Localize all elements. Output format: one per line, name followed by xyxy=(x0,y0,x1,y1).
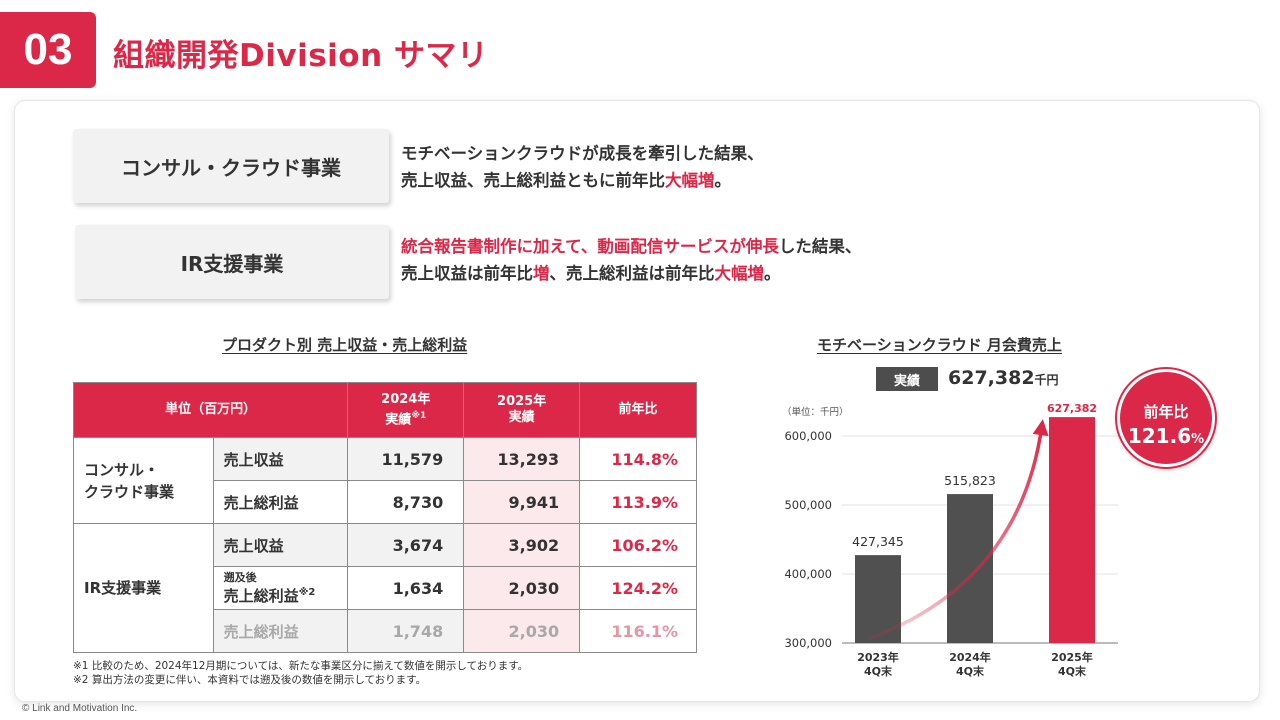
segment-box-ir-support: IR支援事業 xyxy=(75,225,389,299)
yoy-cell: 114.8% xyxy=(579,437,697,481)
data-label: 515,823 xyxy=(944,473,996,488)
segment-cell: コンサル・ クラウド事業 xyxy=(73,437,214,524)
section-number-badge: 03 xyxy=(0,12,96,88)
segment-desc-ir-support: 統合報告書制作に加えて、動画配信サービスが伸長した結果、 売上収益は前年比増、売… xyxy=(401,233,861,287)
segment-desc-consulting-cloud: モチベーションクラウドが成長を牽引した結果、 売上収益、売上総利益ともに前年比大… xyxy=(401,140,764,194)
highlight-text: 大幅増 xyxy=(714,264,765,283)
x-tick-label: 4Q末 xyxy=(864,664,893,678)
y-tick-label: 500,000 xyxy=(784,498,832,512)
data-label: 627,382 xyxy=(1047,402,1097,415)
desc-text: 売上収益、売上総利益ともに前年比 xyxy=(401,171,665,190)
header-2024: 2024年 実績※1 xyxy=(347,382,465,438)
table-row: IR支援事業 売上収益 3,674 3,902 106.2% xyxy=(73,523,697,653)
segment-cell: IR支援事業 xyxy=(73,523,214,653)
yoy-cell: 106.2% xyxy=(579,523,697,567)
y-tick-label: 600,000 xyxy=(784,429,832,443)
y-tick-label: 300,000 xyxy=(784,636,832,650)
data-label: 427,345 xyxy=(852,534,904,549)
table-row: 売上総利益 1,748 2,030 116.1% xyxy=(74,609,697,653)
x-tick-label: 2023年 xyxy=(857,650,899,664)
footnotes: ※1 比較のため、2024年12月期については、新たな事業区分に揃えて数値を開示… xyxy=(73,659,528,687)
value-2025-cell: 2,030 xyxy=(463,609,581,653)
x-tick-label: 2025年 xyxy=(1051,650,1093,664)
metric-cell: 売上収益 xyxy=(212,437,349,481)
bar xyxy=(1049,417,1095,643)
chart-unit-label: （単位：千円） xyxy=(782,406,849,418)
metric-cell: 売上収益 xyxy=(212,523,349,567)
yoy-cell: 113.9% xyxy=(579,480,697,524)
monthly-fee-bar-chart: （単位：千円） 300,000 400,000 500,000 600,000 427,3… xyxy=(782,402,1118,678)
desc-text: した結果、 xyxy=(778,237,862,256)
value-2025-cell: 13,293 xyxy=(463,437,581,481)
footnote: ※2 算出方法の変更に伴い、本資料では遡及後の数値を開示しております。 xyxy=(73,674,427,686)
metric-cell: 売上総利益 xyxy=(212,480,349,524)
x-tick-label: 2024年 xyxy=(949,650,991,664)
actual-value: 627,382千円 xyxy=(948,367,1059,389)
actual-tag: 実績 xyxy=(876,367,938,391)
growth-arrow-head xyxy=(1032,419,1049,437)
header-2025: 2025年 実績 xyxy=(463,382,581,438)
bar xyxy=(947,494,993,643)
page-title: 組織開発Division サマリ xyxy=(113,38,489,74)
value-2024-cell: 3,674 xyxy=(347,523,465,567)
x-tick-label: 4Q末 xyxy=(1058,664,1087,678)
table-row: 売上総利益 8,730 9,941 113.9% xyxy=(74,480,697,524)
copyright: © Link and Motivation Inc. xyxy=(22,703,138,714)
value-2025-cell: 9,941 xyxy=(463,480,581,524)
table-row: コンサル・ クラウド事業 売上収益 11,579 13,293 114.8% xyxy=(73,437,697,524)
highlight-text: 大幅増 xyxy=(665,171,715,190)
segment-desc-line: 売上収益、売上総利益ともに前年比大幅増。 xyxy=(401,167,764,194)
growth-arrow xyxy=(867,424,1044,641)
x-tick-label: 4Q末 xyxy=(956,664,985,678)
metric-cell: 売上総利益 xyxy=(212,609,349,653)
yoy-cell: 124.2% xyxy=(579,566,697,610)
value-2024-cell: 1,634 xyxy=(347,566,465,610)
segment-desc-line: 統合報告書制作に加えて、動画配信サービスが伸長した結果、 xyxy=(401,233,861,260)
table-title: プロダクト別 売上収益・売上総利益 xyxy=(222,336,468,354)
yoy-circle: 前年比 121.6% xyxy=(1117,369,1215,467)
segment-desc-line: 売上収益は前年比増、売上総利益は前年比大幅増。 xyxy=(401,260,861,287)
value-2024-cell: 1,748 xyxy=(347,609,465,653)
product-revenue-table: 単位（百万円） 2024年 実績※1 2025年 実績 前年比 コンサル・ クラウド事… xyxy=(72,382,697,653)
desc-text: 、売上総利益は前年比 xyxy=(549,264,715,283)
segment-box-consulting-cloud: コンサル・クラウド事業 xyxy=(73,129,389,203)
value-2024-cell: 8,730 xyxy=(347,480,465,524)
value-2025-cell: 2,030 xyxy=(463,566,581,610)
table-row: 遡及後 売上総利益※2 1,634 2,030 124.2% xyxy=(74,566,697,610)
chart-title: モチベーションクラウド 月会費売上 xyxy=(817,336,1062,354)
table-header-row: 単位（百万円） 2024年 実績※1 2025年 実績 前年比 xyxy=(72,382,697,438)
metric-cell: 遡及後 売上総利益※2 xyxy=(212,566,349,610)
y-tick-label: 400,000 xyxy=(784,567,832,581)
value-2025-cell: 3,902 xyxy=(463,523,581,567)
segment-desc-line: モチベーションクラウドが成長を牽引した結果、 xyxy=(401,140,764,167)
header-unit: 単位（百万円） xyxy=(72,382,349,438)
yoy-cell: 116.1% xyxy=(579,609,697,653)
desc-text: 売上収益は前年比 xyxy=(401,264,533,283)
footnote: ※1 比較のため、2024年12月期については、新たな事業区分に揃えて数値を開示… xyxy=(73,660,529,672)
desc-text: モチベーションクラウドが成長を牽引した結果、 xyxy=(401,144,764,163)
desc-text: 。 xyxy=(764,264,781,283)
highlight-text: 増 xyxy=(533,264,550,283)
value-2024-cell: 11,579 xyxy=(347,437,465,481)
highlight-text: 統合報告書制作に加えて、動画配信サービスが伸長 xyxy=(401,237,779,256)
header-yoy: 前年比 xyxy=(579,382,697,438)
desc-text: 。 xyxy=(714,171,732,190)
